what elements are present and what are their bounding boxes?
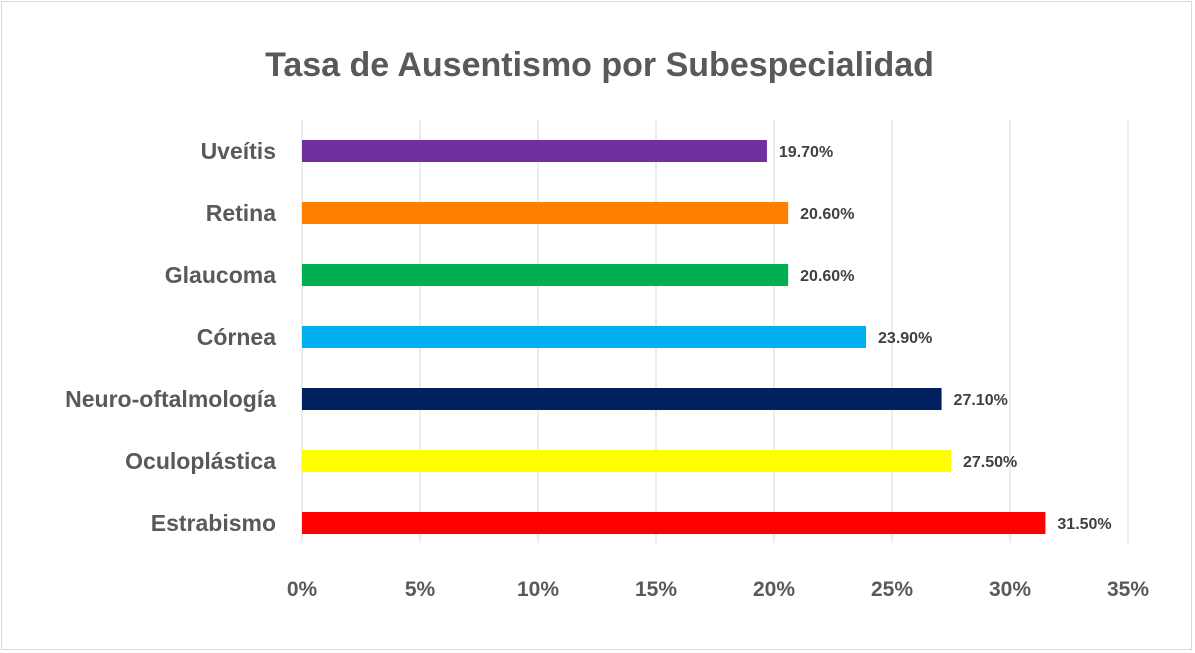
category-label: Uveítis: [201, 138, 276, 164]
data-label: 27.10%: [954, 392, 1008, 409]
category-labels: Uveítis Retina Glaucoma Córnea Neuro-oftalmo…: [65, 138, 276, 536]
bar: [302, 326, 867, 348]
x-tick-label: 15%: [635, 578, 677, 601]
category-label: Neuro-oftalmología: [65, 386, 276, 412]
bar: [302, 388, 942, 410]
category-label: Oculoplástica: [125, 448, 276, 474]
data-label: 20.60%: [800, 268, 854, 285]
category-label: Glaucoma: [165, 262, 276, 288]
data-label: 23.90%: [878, 330, 932, 347]
bar: [302, 512, 1046, 534]
data-label: 20.60%: [800, 206, 854, 223]
data-labels: 19.70% 20.60% 20.60% 23.90% 27.10% 27.50% 31.5…: [779, 144, 1112, 533]
bar: [302, 450, 951, 472]
data-label: 31.50%: [1057, 516, 1111, 533]
bar: [302, 264, 789, 286]
bar: [302, 140, 767, 162]
x-tick-label: 35%: [1107, 578, 1149, 601]
bars: [302, 140, 1046, 534]
data-label: 19.70%: [779, 144, 833, 161]
x-tick-label: 30%: [989, 578, 1031, 601]
x-tick-label: 25%: [871, 578, 913, 601]
bar: [302, 202, 789, 224]
x-tick-label: 0%: [287, 578, 318, 601]
x-tick-labels: 0% 5% 10% 15% 20% 25% 30% 35%: [287, 578, 1150, 601]
data-label: 27.50%: [963, 454, 1017, 471]
category-label: Córnea: [197, 324, 276, 350]
category-label: Retina: [206, 200, 277, 226]
x-tick-label: 10%: [517, 578, 559, 601]
category-label: Estrabismo: [151, 510, 276, 536]
x-tick-label: 5%: [405, 578, 436, 601]
chart-title: Tasa de Ausentismo por Subespecialidad: [265, 46, 934, 84]
x-tick-label: 20%: [753, 578, 795, 601]
